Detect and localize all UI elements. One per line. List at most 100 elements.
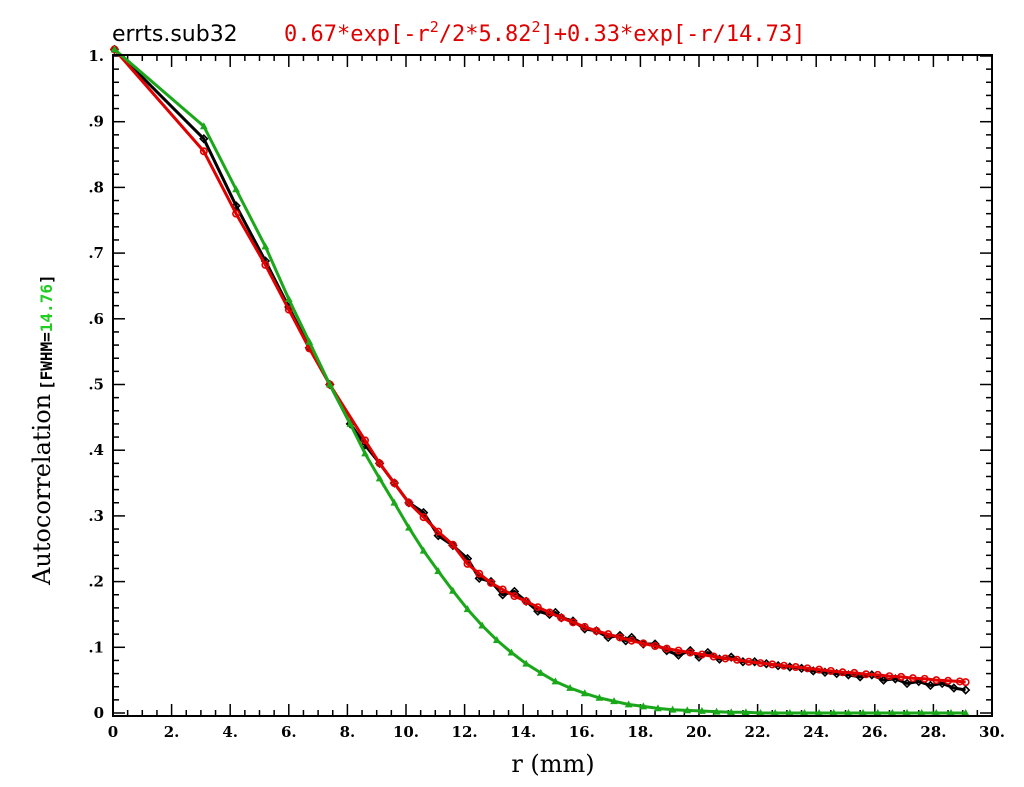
data-point-gaussian (624, 700, 633, 708)
data-point-fit (434, 527, 443, 536)
data-point-data (902, 678, 912, 689)
x-tick-label: 0 (108, 723, 118, 741)
data-point-fit (569, 618, 578, 627)
data-point-gaussian (449, 586, 457, 594)
data-point-gaussian (742, 708, 750, 716)
data-point-data (949, 683, 959, 693)
data-point-gaussian (284, 295, 293, 302)
data-point-fit (744, 657, 753, 666)
data-point-data (497, 590, 508, 600)
data-point-fit (261, 260, 270, 269)
x-axis-title: r (mm) (511, 750, 594, 778)
fwhm-value: 14.76 (37, 284, 56, 332)
data-point-gaussian (492, 636, 501, 643)
axis-tick-labels: 0 2. 4. 6. 8. 10. 12. 14. 16. 18. 20. 22. 24. 26. 28. 3… (88, 47, 1005, 741)
x-tick-label: 24. (803, 723, 829, 741)
data-point-fit (533, 603, 542, 612)
data-point-fit (908, 674, 917, 683)
data-point-fit (791, 663, 800, 672)
y-tick-label: .3 (88, 507, 104, 525)
y-tick-label: .8 (88, 178, 104, 196)
data-point-fit (850, 668, 859, 677)
x-tick-label: 16. (569, 723, 595, 741)
plot-frame (112, 54, 993, 717)
data-point-fit (697, 650, 706, 659)
data-point-gaussian (463, 605, 472, 613)
data-point-fit (862, 670, 871, 679)
data-point-fit (486, 578, 495, 587)
data-point-fit (662, 644, 671, 653)
data-point-fit (885, 672, 894, 681)
fwhm-close: ] (37, 274, 56, 284)
data-point-gaussian (232, 185, 240, 193)
data-point-data (231, 201, 241, 211)
data-point-gaussian (639, 702, 648, 710)
data-point-fit (674, 646, 683, 655)
series-gaussian (110, 45, 970, 716)
data-point-fit (803, 664, 812, 673)
x-tick-label: 28. (920, 723, 946, 741)
data-point-fit (826, 666, 835, 675)
series-fit (110, 45, 970, 687)
data-point-fit (404, 498, 413, 507)
data-point-gaussian (478, 621, 487, 629)
data-point-fit (686, 648, 695, 657)
formula-part-3: ]+0.33*exp[-r/14.73] (540, 22, 805, 47)
x-tick-label: 12. (452, 723, 478, 741)
data-point-gaussian (595, 693, 604, 701)
data-point-fit (463, 559, 472, 568)
y-axis-title-group: Autocorrelation [FWHM=14.76] (28, 274, 56, 586)
data-point-fit (639, 639, 648, 648)
y-tick-label: 1. (88, 47, 104, 65)
data-point-fit (199, 147, 208, 156)
data-point-fit (615, 633, 624, 642)
formula-part-1: 0.67*exp[-r (284, 22, 430, 47)
data-point-fit (920, 674, 929, 683)
x-tick-label: 18. (627, 723, 653, 741)
data-point-fit (390, 479, 399, 488)
y-tick-label: 0 (94, 704, 104, 722)
data-point-fit (475, 569, 484, 578)
data-point-fit (709, 652, 718, 661)
data-point-gaussian (668, 705, 677, 713)
data-point-gaussian (390, 498, 399, 506)
data-point-fit (419, 513, 428, 522)
fwhm-open: [FWHM= (37, 332, 56, 390)
x-tick-label: 20. (686, 723, 712, 741)
data-point-gaussian (522, 659, 530, 667)
y-tick-label: .2 (88, 573, 104, 591)
data-point-fit (557, 613, 566, 622)
series-data (109, 44, 971, 695)
formula-part-2: /2*5.82 (439, 22, 532, 47)
data-point-gaussian (698, 706, 706, 714)
data-point-fit (651, 641, 660, 650)
data-point-gaussian (536, 668, 545, 676)
data-point-fit (522, 597, 531, 606)
data-point-gaussian (325, 380, 334, 388)
x-tick-label: 30. (979, 723, 1005, 741)
y-axis-title: Autocorrelation (28, 394, 56, 586)
chart-title-dataset: errts.sub32 (112, 22, 238, 47)
series-line-data (113, 48, 966, 692)
data-point-fit (838, 668, 847, 677)
data-point-data (673, 650, 684, 660)
x-tick-label: 14. (510, 723, 536, 741)
x-tick-label: 10. (393, 723, 419, 741)
data-point-fit (448, 540, 457, 549)
data-point-fit (375, 459, 384, 468)
data-point-fit (897, 672, 906, 681)
data-point-fit (580, 622, 589, 631)
data-point-gaussian (375, 474, 384, 482)
data-point-fit (756, 659, 765, 668)
y-tick-label: .1 (88, 638, 104, 656)
data-point-gaussian (110, 45, 119, 53)
data-point-fit (768, 660, 777, 669)
data-point-fit (944, 676, 953, 685)
data-point-fit (721, 654, 730, 663)
series-layer (109, 44, 971, 716)
x-tick-label: 6. (281, 723, 297, 741)
data-point-gaussian (419, 546, 428, 554)
x-tick-label: 26. (862, 723, 888, 741)
data-point-fit (360, 436, 369, 445)
data-point-gaussian (551, 677, 560, 685)
